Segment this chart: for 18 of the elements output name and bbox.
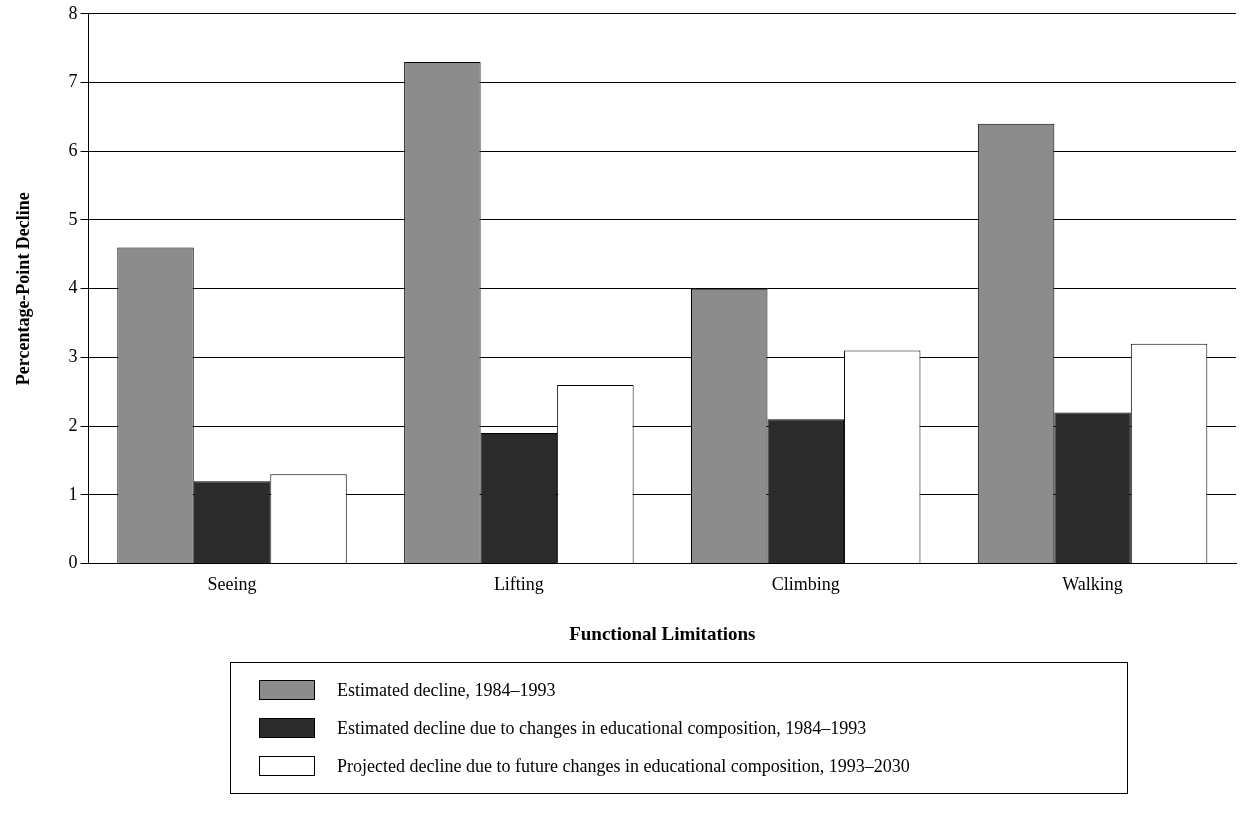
x-tick-label: Climbing: [771, 574, 840, 595]
x-tick-label: Seeing: [207, 574, 257, 595]
y-axis-title: Percentage-Point Decline: [13, 192, 34, 386]
y-tick-label: 7: [68, 71, 78, 92]
x-tick-label: Walking: [1062, 574, 1123, 595]
y-tick-label: 3: [68, 346, 78, 367]
y-tick-label: 2: [68, 414, 78, 435]
y-tick-label: 1: [68, 483, 78, 504]
y-tick-label: 8: [68, 2, 78, 23]
y-tick-label: 5: [68, 208, 78, 229]
legend-label: Estimated decline due to changes in educational composition, 1984–1993: [337, 717, 867, 739]
x-tick-label: Lifting: [493, 574, 544, 595]
y-tick-label: 0: [68, 552, 78, 573]
legend-label: Projected decline due to future changes in educational composition, 1993–2030: [337, 755, 910, 777]
x-axis-title: Functional Limitations: [569, 622, 756, 644]
y-tick-label: 4: [68, 277, 78, 298]
y-tick-label: 6: [68, 139, 78, 160]
legend-label: Estimated decline, 1984–1993: [337, 679, 556, 701]
